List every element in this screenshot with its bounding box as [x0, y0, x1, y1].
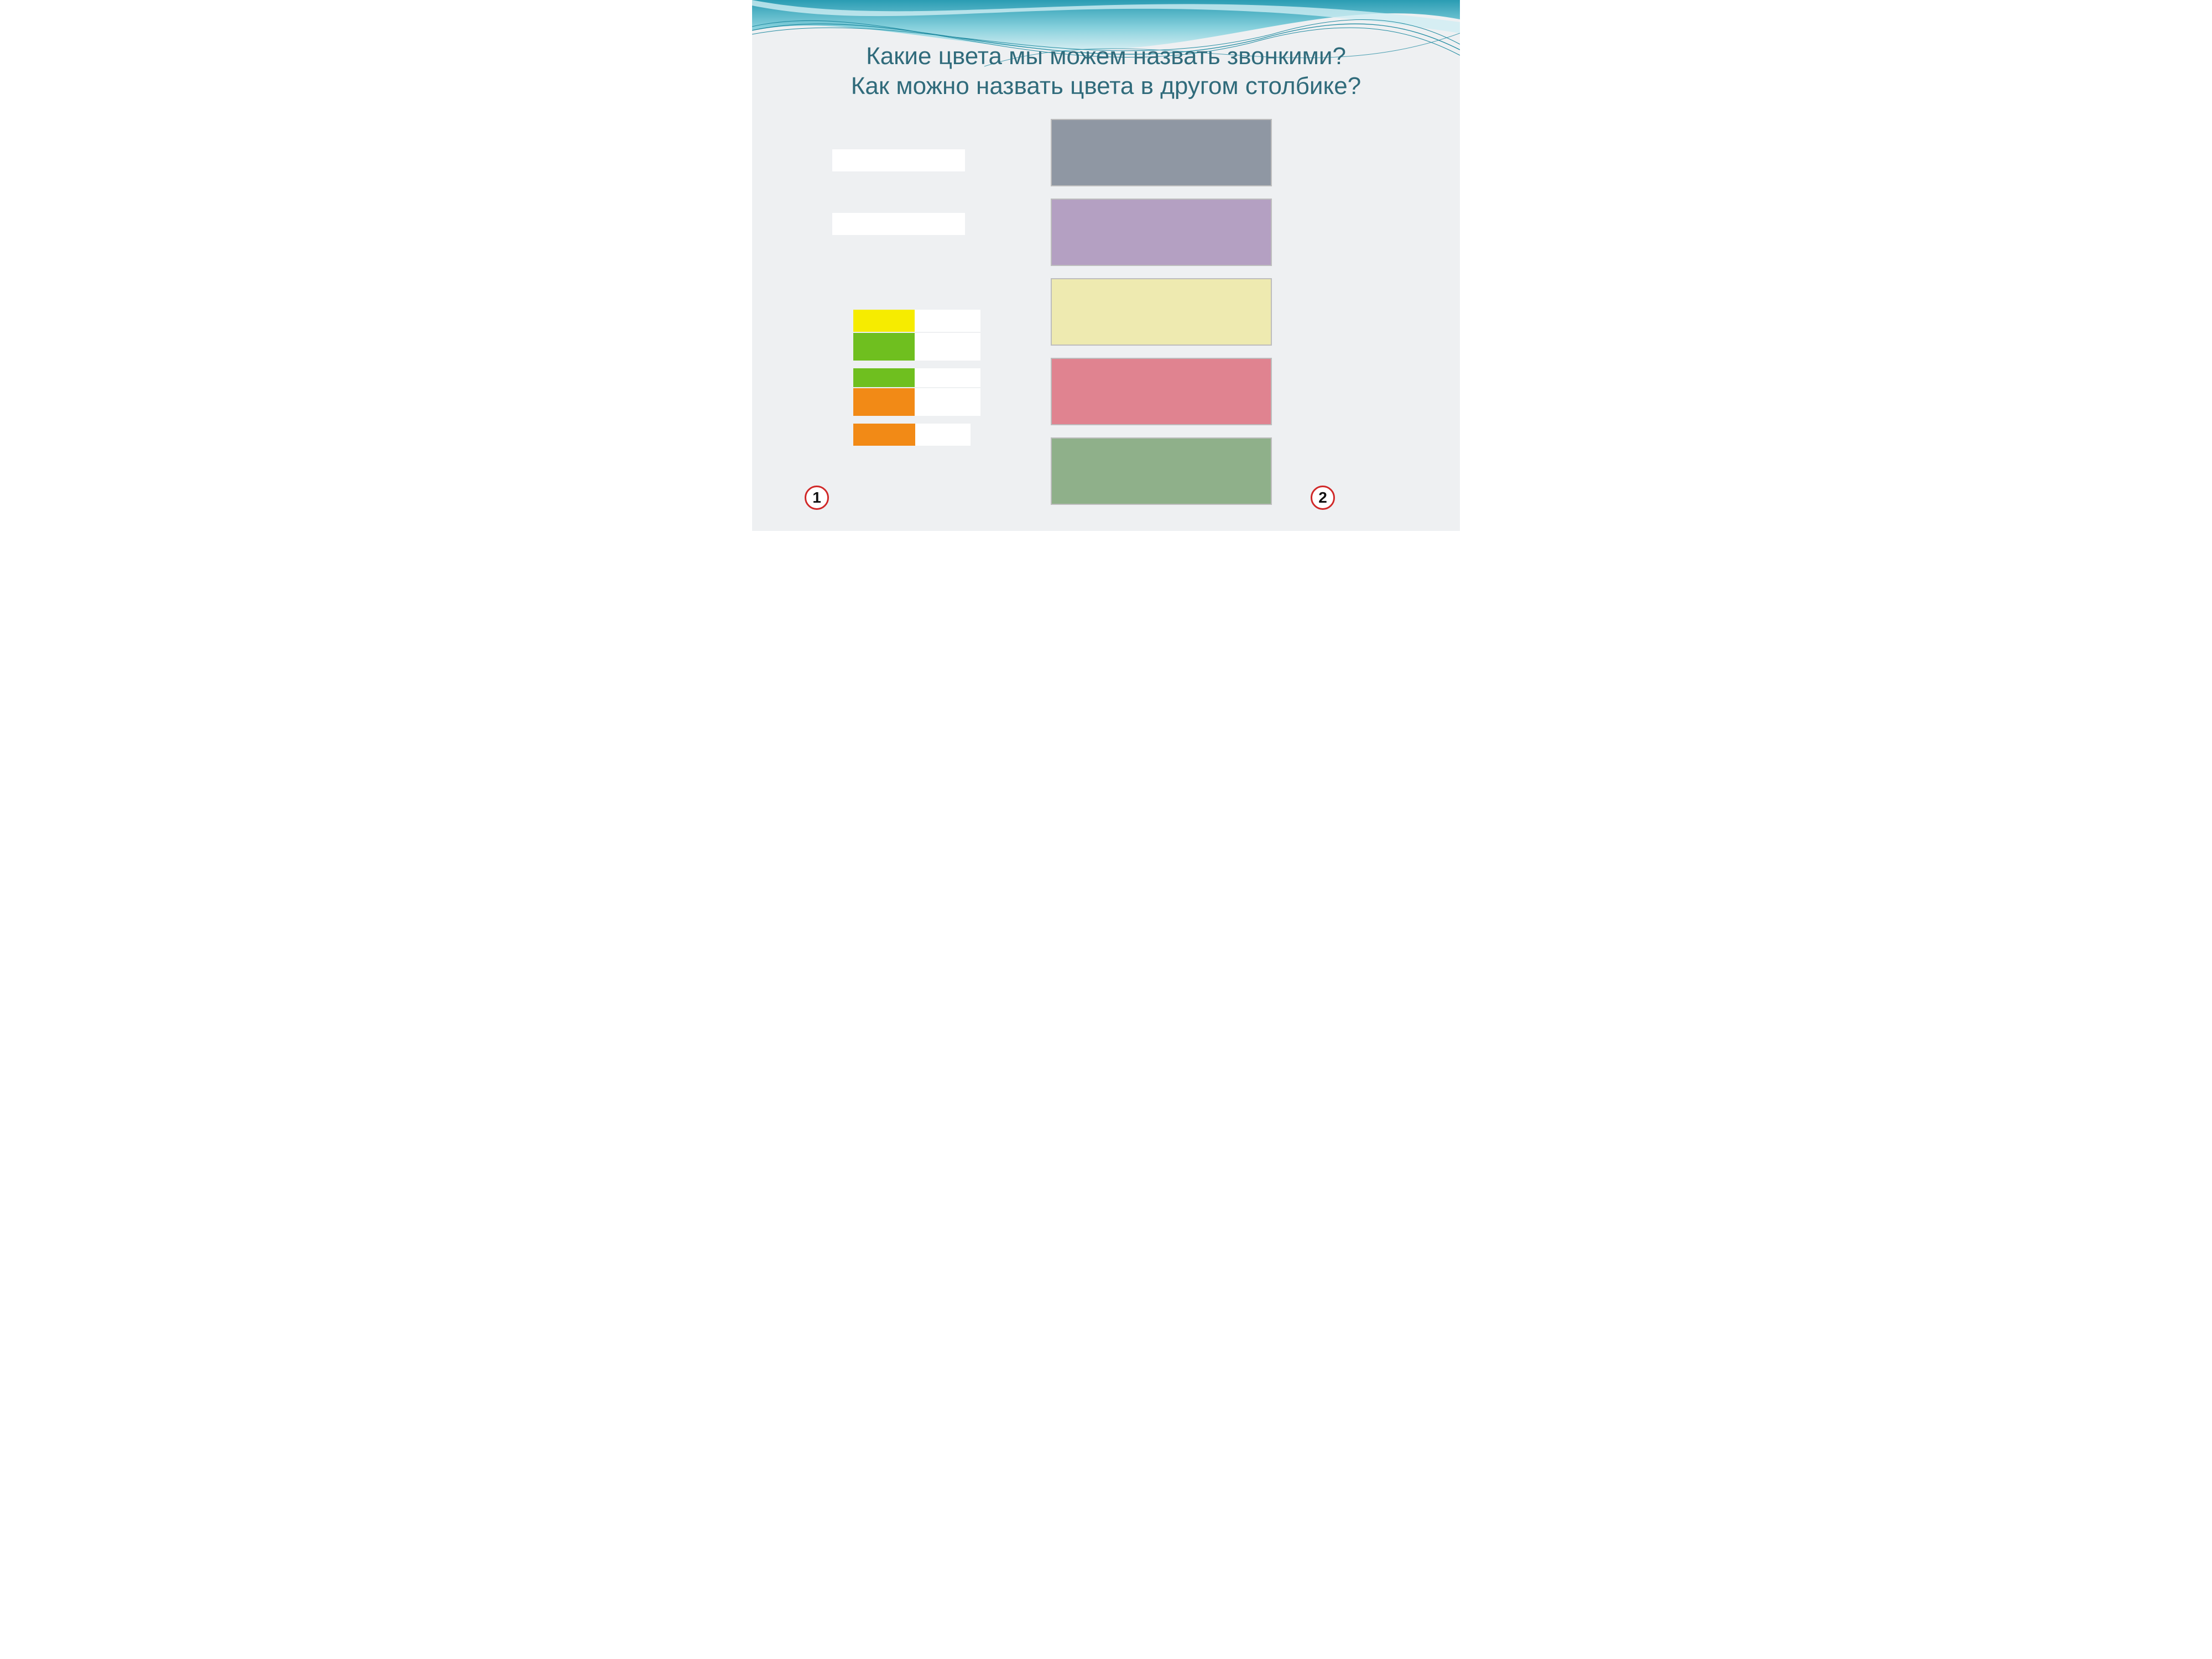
slide: Какие цвета мы можем назвать звонкими? К…	[752, 0, 1460, 531]
column-1-number-circle: 1	[805, 486, 829, 510]
color-swatch	[853, 368, 915, 387]
white-block	[915, 424, 971, 446]
color-swatch	[1051, 119, 1272, 186]
white-block	[915, 310, 980, 332]
slide-title: Какие цвета мы можем назвать звонкими? К…	[752, 41, 1460, 101]
column-1-number: 1	[812, 489, 821, 507]
white-block	[832, 213, 965, 235]
color-swatch	[1051, 358, 1272, 425]
white-block	[832, 149, 965, 171]
column-1-swatch-row	[853, 310, 980, 332]
color-swatch	[1051, 199, 1272, 266]
white-block	[915, 388, 980, 416]
slide-title-line2: Как можно назвать цвета в другом столбик…	[851, 72, 1361, 100]
color-swatch	[853, 310, 915, 332]
color-swatch	[1051, 278, 1272, 346]
column-2-number: 2	[1318, 489, 1327, 507]
slide-title-line1: Какие цвета мы можем назвать звонкими?	[866, 43, 1346, 70]
color-swatch	[853, 424, 915, 446]
column-2	[1051, 119, 1283, 517]
column-1-swatch-row	[853, 333, 980, 361]
white-block	[915, 333, 980, 361]
column-1-swatch-row	[853, 388, 980, 416]
column-1-swatch-row	[853, 424, 980, 446]
column-1-swatches	[853, 310, 980, 447]
color-swatch	[853, 333, 915, 361]
color-swatch	[853, 388, 915, 416]
white-block	[915, 368, 980, 387]
color-swatch	[1051, 437, 1272, 505]
column-1-swatch-row	[853, 368, 980, 387]
column-2-number-circle: 2	[1311, 486, 1335, 510]
